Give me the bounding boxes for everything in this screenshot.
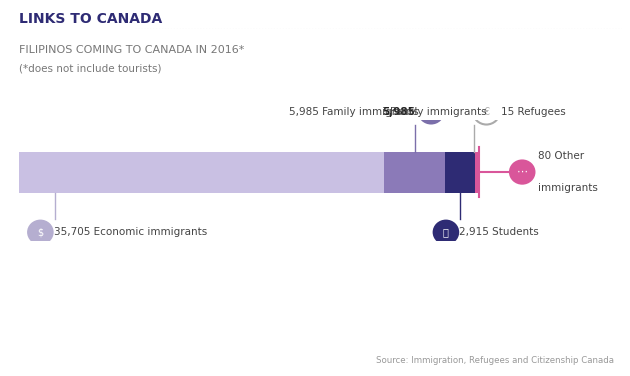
Text: LINKS TO CANADA: LINKS TO CANADA xyxy=(19,12,162,26)
Ellipse shape xyxy=(473,99,500,124)
Text: 80 Other: 80 Other xyxy=(537,152,583,161)
Text: ⚯: ⚯ xyxy=(427,107,435,117)
Text: (*does not include tourists): (*does not include tourists) xyxy=(19,64,161,74)
Text: 35,705 Economic immigrants: 35,705 Economic immigrants xyxy=(54,227,207,237)
Text: 2,915 Students: 2,915 Students xyxy=(459,227,539,237)
Bar xyxy=(475,152,479,193)
Text: 5,985 Family immigrants: 5,985 Family immigrants xyxy=(289,107,419,117)
Bar xyxy=(19,152,384,193)
Ellipse shape xyxy=(418,99,444,124)
Text: Source: Immigration, Refugees and Citizenship Canada: Source: Immigration, Refugees and Citize… xyxy=(376,356,614,365)
Text: ⎓: ⎓ xyxy=(443,227,449,237)
Text: immigrants: immigrants xyxy=(537,183,597,193)
Text: FILIPINOS COMING TO CANADA IN 2016*: FILIPINOS COMING TO CANADA IN 2016* xyxy=(19,45,244,55)
Text: Family immigrants: Family immigrants xyxy=(390,107,487,117)
Ellipse shape xyxy=(27,220,54,245)
Text: 15 Refugees: 15 Refugees xyxy=(501,107,566,117)
Text: €: € xyxy=(483,107,490,117)
Bar xyxy=(384,152,445,193)
Ellipse shape xyxy=(433,220,459,245)
Bar xyxy=(445,152,475,193)
Ellipse shape xyxy=(509,159,536,185)
Text: 5,985: 5,985 xyxy=(382,107,415,117)
Text: $: $ xyxy=(37,227,43,237)
Text: ⋯: ⋯ xyxy=(517,167,528,177)
